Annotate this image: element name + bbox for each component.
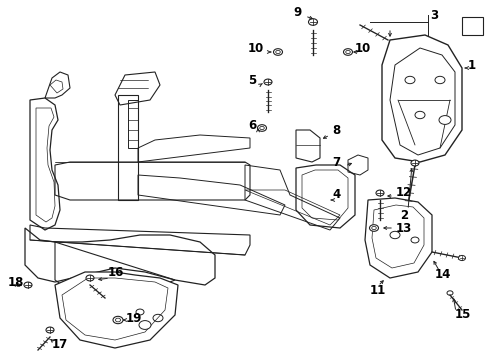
Circle shape: [258, 125, 267, 131]
Circle shape: [439, 116, 451, 125]
Text: 1: 1: [468, 59, 476, 72]
Circle shape: [273, 49, 283, 55]
Circle shape: [113, 316, 123, 324]
Text: 7: 7: [332, 156, 340, 168]
Circle shape: [86, 275, 94, 281]
Circle shape: [309, 19, 318, 25]
Text: 11: 11: [370, 284, 386, 297]
Circle shape: [435, 76, 445, 84]
Text: 10: 10: [355, 41, 371, 54]
Polygon shape: [382, 35, 462, 162]
Circle shape: [405, 76, 415, 84]
Text: 13: 13: [396, 221, 412, 234]
Polygon shape: [55, 272, 178, 348]
Circle shape: [411, 160, 419, 166]
Circle shape: [459, 256, 466, 261]
Circle shape: [139, 321, 151, 329]
Text: 3: 3: [430, 9, 438, 22]
Circle shape: [415, 111, 425, 119]
Circle shape: [369, 225, 378, 231]
Circle shape: [343, 49, 352, 55]
Text: 14: 14: [435, 269, 451, 282]
Text: 12: 12: [396, 185, 412, 198]
Text: 10: 10: [248, 41, 264, 54]
Circle shape: [390, 231, 400, 239]
Text: 2: 2: [400, 208, 408, 221]
Polygon shape: [365, 198, 432, 278]
Circle shape: [264, 79, 272, 85]
Text: 19: 19: [126, 311, 143, 324]
Circle shape: [46, 327, 54, 333]
Circle shape: [376, 190, 384, 196]
Text: 16: 16: [108, 266, 124, 279]
Text: 18: 18: [8, 275, 24, 288]
Text: 15: 15: [455, 309, 471, 321]
Circle shape: [24, 282, 32, 288]
Text: 9: 9: [293, 5, 301, 18]
Text: 4: 4: [332, 189, 340, 202]
Text: 17: 17: [52, 338, 68, 351]
Text: 5: 5: [248, 73, 256, 86]
Text: 8: 8: [332, 123, 340, 136]
Text: 6: 6: [248, 118, 256, 131]
